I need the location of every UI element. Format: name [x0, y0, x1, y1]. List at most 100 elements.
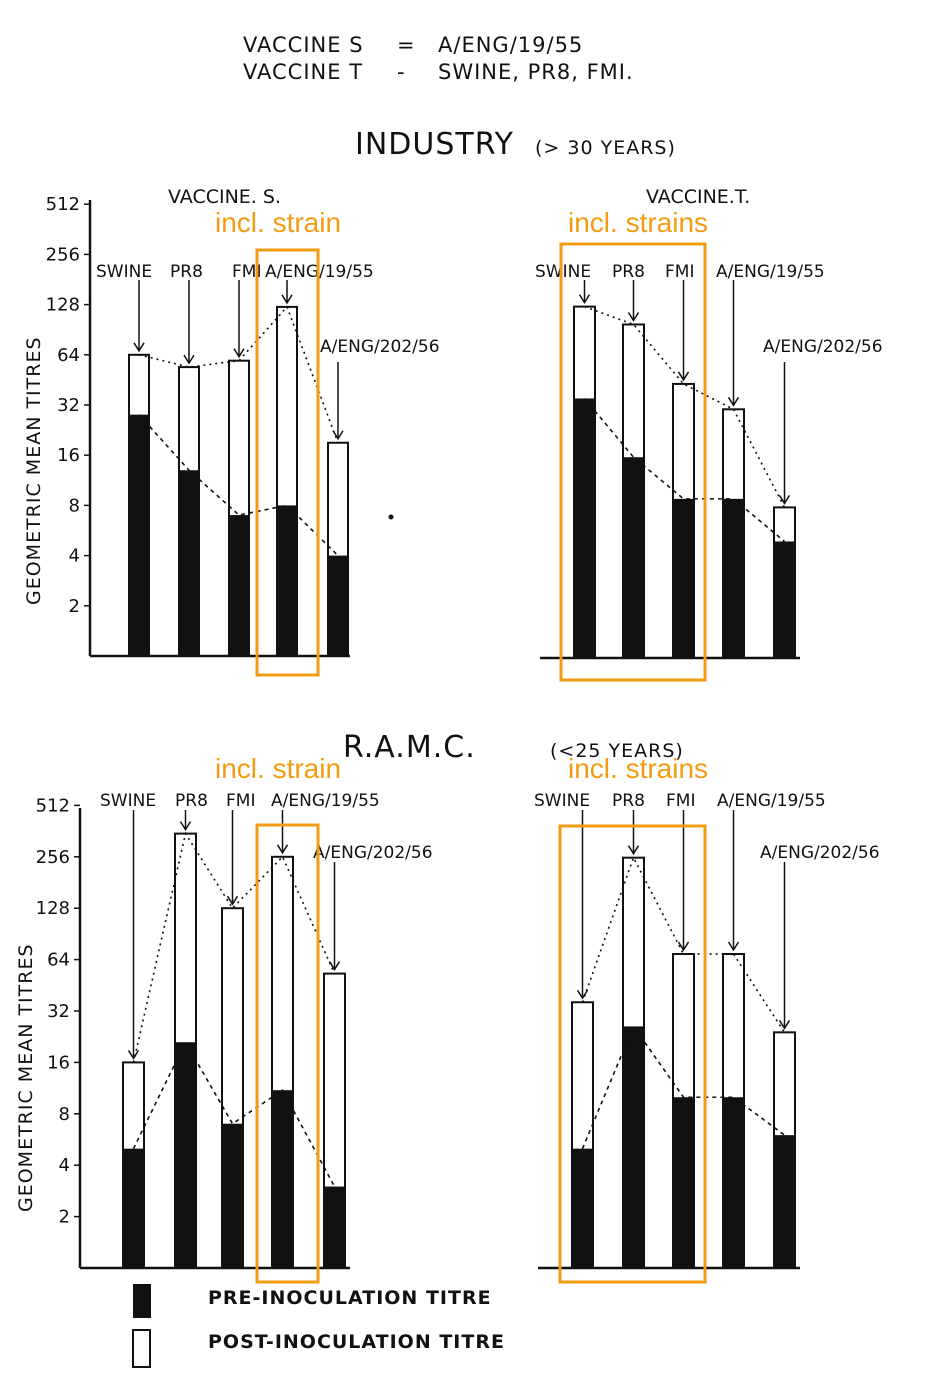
highlight-box-s-industry	[255, 248, 320, 677]
chart-2-tick-label-1: 4	[59, 1155, 70, 1176]
chart-2-category-label-0: SWINE	[100, 791, 156, 811]
highlight-box-s-ramc	[255, 823, 320, 1284]
chart-2-tick-label-3: 16	[47, 1052, 70, 1073]
chart-3-pre-connector	[581, 1024, 785, 1149]
chart-2-arrow-head-2	[226, 895, 239, 906]
chart-3-arrow-head-4	[778, 1019, 791, 1030]
chart-0-category-label-4: A/ENG/202/56	[320, 337, 440, 357]
chart-0-post-connector	[138, 305, 339, 444]
note-t-ramc: incl. strains	[568, 753, 708, 784]
chart-1-bar-pre-2	[673, 498, 694, 658]
chart-2-bar-pre-1	[175, 1042, 196, 1268]
chart-3-category-label-4: A/ENG/202/56	[760, 843, 880, 863]
chart-1-arrow-head-1	[627, 312, 640, 322]
chart-2-category-label-3: A/ENG/19/55	[271, 791, 380, 811]
legend-swatch-post	[132, 1329, 151, 1368]
chart-0-tick-label-1: 4	[69, 546, 80, 567]
chart-2-tick-label-6: 128	[36, 898, 70, 919]
chart-2-arrow-head-4	[328, 961, 341, 972]
chart-2-tick-label-0: 2	[59, 1207, 70, 1228]
legend-label-pre: PRE-INOCULATION TITRE	[208, 1287, 492, 1309]
highlight-box-t-ramc	[558, 824, 707, 1284]
legend-swatch-pre	[133, 1284, 151, 1318]
chart-0-tick-label-8: 512	[46, 194, 80, 215]
chart-1-post-connector	[584, 305, 786, 508]
chart-0-arrow-head-0	[133, 342, 145, 353]
highlight-box-t-industry	[559, 242, 707, 682]
header-vaccine-s-sep: =	[397, 33, 416, 57]
chart-0-arrow-head-2	[233, 348, 245, 359]
chart-2-arrow-head-1	[179, 821, 192, 832]
chart-2-tick-label-2: 8	[59, 1104, 70, 1125]
chart-1-category-label-3: A/ENG/19/55	[716, 262, 825, 282]
section-title-industry: INDUSTRY	[355, 127, 514, 162]
chart-2-post-connector	[132, 831, 336, 1063]
chart-1-bar-pre-4	[774, 541, 795, 658]
header-vaccine-s-value: A/ENG/19/55	[438, 33, 583, 57]
section-title-ramc: R.A.M.C.	[343, 730, 476, 765]
chart-0-bar-pre-1	[179, 470, 199, 656]
chart-0-arrow-head-1	[183, 354, 195, 365]
chart-2-bar-pre-0	[123, 1148, 144, 1268]
section-age-industry: (> 30 YEARS)	[535, 137, 676, 159]
chart-3-bar-pre-4	[774, 1135, 795, 1268]
chart-2-bar-pre-2	[222, 1123, 243, 1268]
charts-group: 2 4 8 16 32 64 128 256 512 SWINE PR8 FMI A/ENG/19/55…	[36, 194, 883, 1270]
chart-2-arrow-head-0	[127, 1050, 140, 1060]
chart-3-arrow-head-1	[627, 845, 640, 856]
chart-0-category-label-0: SWINE	[96, 262, 152, 282]
legend-label-post: POST-INOCULATION TITRE	[208, 1331, 505, 1353]
chart-0-tick-label-2: 8	[69, 495, 80, 516]
chart-1-category-label-2: FMI	[665, 262, 694, 282]
chart-2-tick-label-5: 64	[47, 950, 70, 971]
header-vaccine-t-sep: -	[397, 60, 406, 84]
chart-0-tick-label-3: 16	[57, 445, 80, 466]
chart-0-pre-connector	[138, 414, 339, 557]
chart-2-bar-pre-3	[272, 1090, 293, 1268]
chart-title-vaccine-t: VACCINE.T.	[646, 186, 750, 208]
note-s-ramc: incl. strain	[215, 753, 341, 784]
chart-1-category-label-0: SWINE	[535, 262, 591, 282]
chart-3-arrow-head-2	[677, 941, 690, 952]
chart-0-arrow-head-4	[332, 430, 344, 441]
chart-0-tick-label-6: 128	[46, 295, 80, 316]
chart-1-bar-pre-3	[723, 498, 744, 658]
chart-3-category-label-3: A/ENG/19/55	[717, 791, 826, 811]
chart-2-category-label-4: A/ENG/202/56	[313, 843, 433, 863]
chart-0-bar-pre-2	[229, 515, 249, 656]
section-age-ramc: (<25 YEARS)	[550, 740, 684, 762]
note-t-industry: incl. strains	[568, 207, 708, 238]
chart-2-bar-pre-4	[324, 1186, 345, 1268]
chart-0-category-label-2: FMI	[232, 262, 261, 282]
chart-1-bar-pre-0	[574, 398, 595, 658]
y-axis-label-industry: GEOMETRIC MEAN TITRES	[23, 336, 45, 605]
chart-3-bar-pre-0	[572, 1148, 593, 1268]
chart-1-arrow-head-3	[727, 396, 740, 407]
chart-3-bar-pre-1	[623, 1026, 644, 1268]
chart-1-arrow-head-2	[677, 371, 690, 382]
chart-1-category-label-1: PR8	[612, 262, 645, 282]
chart-0-bar-pre-0	[129, 414, 149, 656]
scan-speck	[388, 514, 394, 520]
chart-0-category-label-1: PR8	[170, 262, 203, 282]
chart-0-tick-label-0: 2	[69, 596, 80, 617]
chart-3-category-label-1: PR8	[612, 791, 645, 811]
header-vaccine-s-label: VACCINE S	[243, 33, 364, 57]
chart-0-arrow-head-3	[281, 294, 293, 305]
chart-1-arrow-head-4	[778, 495, 791, 505]
chart-0-tick-label-5: 64	[57, 345, 80, 366]
header-vaccine-t-label: VACCINE T	[243, 60, 363, 84]
chart-3-post-connector	[581, 855, 786, 1033]
chart-title-vaccine-s: VACCINE. S.	[168, 186, 281, 208]
chart-3-bar-pre-2	[673, 1097, 694, 1268]
chart-0-tick-label-7: 256	[46, 244, 80, 265]
chart-1-pre-connector	[583, 397, 786, 543]
chart-0-bar-pre-4	[328, 555, 348, 656]
chart-3-arrow-head-3	[727, 941, 740, 952]
note-s-industry: incl. strain	[215, 207, 341, 238]
chart-2-tick-label-7: 256	[36, 847, 70, 868]
y-axis-label-ramc: GEOMETRIC MEAN TITRES	[15, 943, 37, 1212]
chart-2-category-label-2: FMI	[226, 791, 255, 811]
chart-0-tick-label-4: 32	[57, 395, 80, 416]
